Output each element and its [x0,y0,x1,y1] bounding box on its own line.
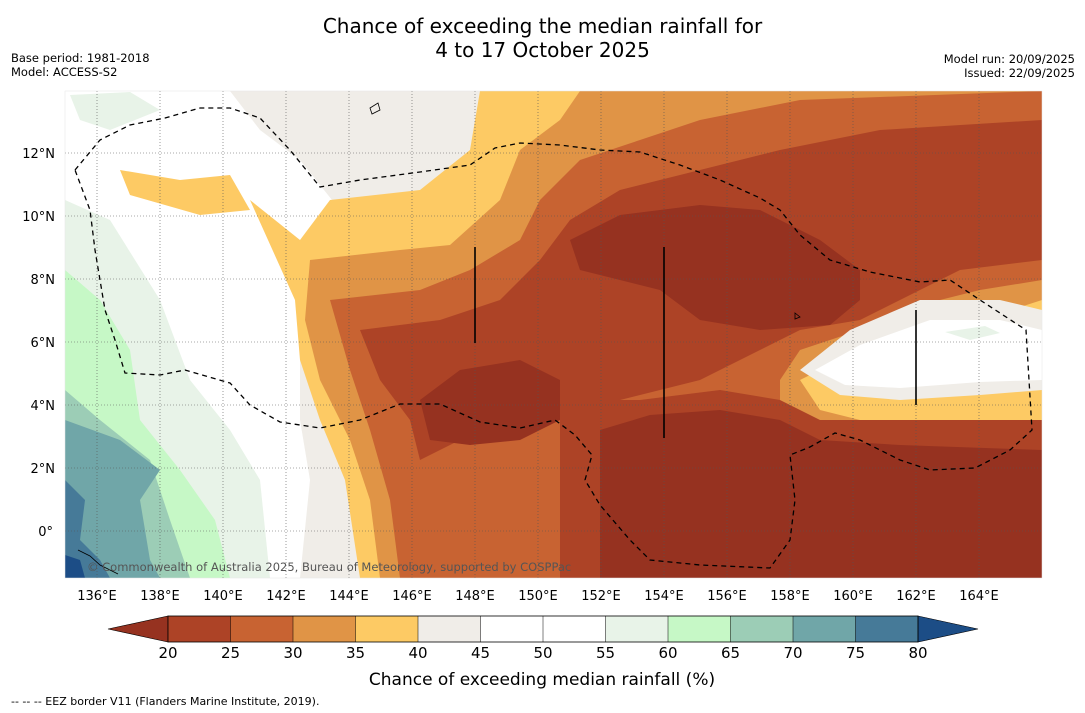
title-line-2: 4 to 17 October 2025 [435,38,650,62]
map-frame [64,90,1043,579]
colorbar-ticks: 20 25 30 35 40 45 50 55 60 65 70 75 80 [158,644,927,662]
colorbar-bin-20-25 [168,616,231,642]
eez-footnote: -- -- -- EEZ border V11 (Flanders Marine… [11,695,320,708]
lon-label-140e: 140°E [203,589,243,604]
colorbar-label: Chance of exceeding median rainfall (%) [369,670,715,690]
colorbar-tick-20: 20 [158,644,177,662]
region-55-60-east [945,326,1000,340]
lon-label-164e: 164°E [959,589,999,604]
island-1 [369,102,381,115]
eez-borders [74,107,1033,569]
colorbar-bin-60-65 [668,616,731,642]
colorbar-extend-low [107,615,169,643]
lat-label-2n: 2°N [31,462,56,477]
map-panel: © Commonwealth of Australia 2025, Bureau… [65,91,1042,578]
graticule [65,91,1042,578]
region-55-60-north [70,92,160,130]
colorbar-extend-high [917,615,979,643]
colorbar-tick-75: 75 [846,644,865,662]
lon-label-160e: 160°E [833,589,873,604]
lat-label-12n: 12°N [22,147,55,162]
colorbar-bin-70-75 [793,616,856,642]
colorbar-tick-65: 65 [721,644,740,662]
colorbar-bin-30-35 [293,616,356,642]
base-period: Base period: 1981-2018 [11,51,150,65]
colorbar-tick-55: 55 [596,644,615,662]
lon-label-144e: 144°E [329,589,369,604]
colorbar-bin-65-70 [730,616,793,642]
colorbar-tick-25: 25 [221,644,240,662]
lat-labels: 12°N 10°N 8°N 6°N 4°N 2°N 0° [22,147,55,540]
colorbar-tick-50: 50 [533,644,552,662]
model-run: Model run: 20/09/2025 [943,52,1075,66]
lon-label-150e: 150°E [518,589,558,604]
title-line-1: Chance of exceeding the median rainfall … [322,14,763,38]
colorbar-bin-50-55 [543,616,606,642]
colorbar-bin-75-80 [855,616,918,642]
colorbar-tick-60: 60 [658,644,677,662]
island-2 [794,312,801,320]
colorbar-bin-45-50 [480,616,543,642]
lon-label-146e: 146°E [392,589,432,604]
region-75-80-west [65,480,110,578]
region-above-80 [65,555,85,578]
colorbar-outline [167,615,919,643]
colorbar-bin-35-40 [355,616,418,642]
lat-label-6n: 6°N [31,336,56,351]
colorbar-dividers [230,616,856,642]
lat-label-4n: 4°N [31,399,56,414]
colorbar-bin-40-45 [418,616,481,642]
lon-label-138e: 138°E [140,589,180,604]
island-chain-south [77,549,119,575]
lon-label-148e: 148°E [455,589,495,604]
lon-label-142e: 142°E [266,589,306,604]
boundary-segments [474,247,917,438]
meta-right: Model run: 20/09/2025 Issued: 22/09/2025 [944,52,1075,80]
model-name: Model: ACCESS-S2 [11,65,118,79]
region-35-40-northwest [120,170,250,215]
lon-label-136e: 136°E [77,589,117,604]
region-below-20-south [600,410,1042,578]
meta-left: Base period: 1981-2018 Model: ACCESS-S2 [11,51,150,79]
colorbar-bin-25-30 [230,616,293,642]
issued-date: Issued: 22/09/2025 [964,66,1075,80]
colorbar-tick-35: 35 [346,644,365,662]
islands [77,102,801,575]
region-below-20-west [420,360,560,445]
colorbar: 20 25 30 35 40 45 50 55 60 65 70 75 80 C… [107,615,979,690]
eez-boundary [74,107,1033,569]
lon-label-152e: 152°E [581,589,621,604]
colorbar-tick-30: 30 [283,644,302,662]
region-70-75-west [65,420,160,578]
lat-label-10n: 10°N [22,210,55,225]
lon-label-156e: 156°E [707,589,747,604]
colorbar-bin-55-60 [605,616,668,642]
region-45-55-east [815,320,1042,388]
colorbar-tick-70: 70 [783,644,802,662]
lon-labels: 136°E 138°E 140°E 142°E 144°E 146°E 148°… [77,589,999,604]
copyright-text: © Commonwealth of Australia 2025, Bureau… [87,560,571,574]
colorbar-tick-80: 80 [908,644,927,662]
colorbar-tick-40: 40 [408,644,427,662]
colorbar-tick-45: 45 [471,644,490,662]
lat-label-8n: 8°N [31,273,56,288]
lon-label-162e: 162°E [896,589,936,604]
lon-label-154e: 154°E [644,589,684,604]
lon-label-158e: 158°E [770,589,810,604]
lat-label-0: 0° [38,525,53,540]
region-below-20-north [570,205,860,330]
chart-title: Chance of exceeding the median rainfall … [0,14,1085,62]
